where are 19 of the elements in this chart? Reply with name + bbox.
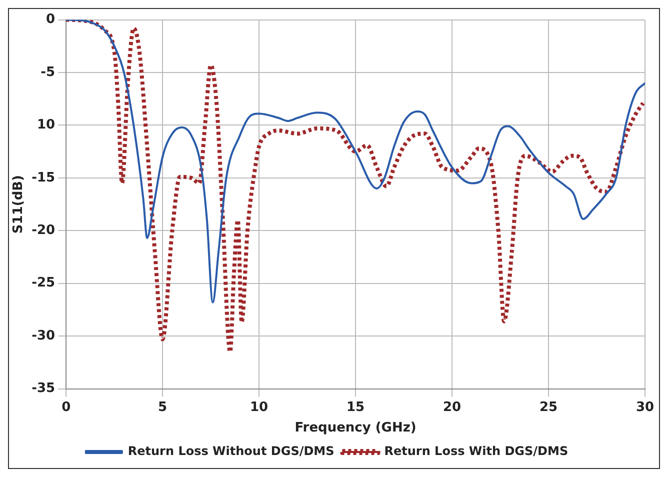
legend-label: Return Loss Without DGS/DMS [128, 444, 334, 458]
x-tick-label: 10 [250, 400, 268, 415]
y-tick-label: -5 [40, 64, 56, 80]
legend-label: Return Loss With DGS/DMS [384, 444, 568, 458]
y-tick-label: 0 [46, 12, 56, 28]
x-tick-label: 0 [62, 400, 71, 415]
y-tick-label: 10 [36, 118, 56, 133]
y-tick-label: -15 [32, 170, 56, 186]
y-tick-label: -35 [32, 381, 56, 396]
x-axis-title: Frequency (GHz) [294, 420, 416, 436]
x-tick-label: 25 [539, 400, 558, 415]
y-tick-label: -30 [32, 328, 56, 344]
y-tick-label: -20 [32, 223, 56, 238]
y-tick-label: -25 [32, 276, 56, 291]
x-tick-label: 20 [442, 400, 462, 415]
x-tick-label: 15 [346, 400, 365, 415]
x-tick-label: 30 [636, 400, 654, 415]
x-tick-label: 5 [158, 400, 168, 415]
y-axis-title: S11(dB) [11, 175, 26, 234]
